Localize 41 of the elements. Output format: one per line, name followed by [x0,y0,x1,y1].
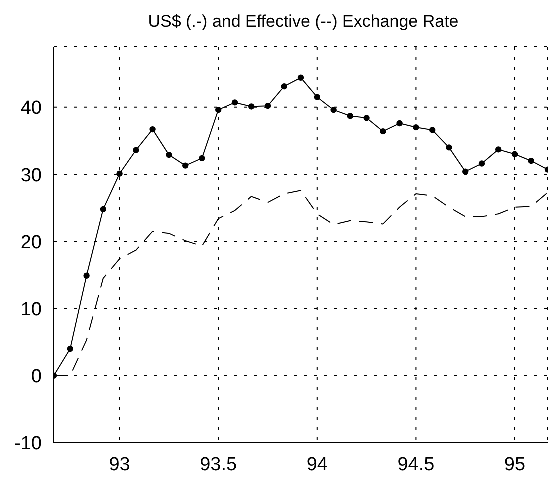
point [100,206,106,213]
point [182,162,189,169]
point [396,120,403,127]
point [133,147,140,154]
point [446,144,452,151]
y-tick-label: 20 [20,232,42,254]
point [281,84,288,90]
point [364,115,370,122]
point [298,74,304,81]
y-tick-label: 10 [20,300,42,321]
point [67,346,74,352]
point [430,127,436,134]
x-tick-label: 93.5 [200,454,238,476]
x-tick-label: 95 [504,454,526,476]
y-tick-label: 0 [31,366,42,388]
point [264,102,272,110]
point [199,155,206,162]
point [166,152,172,158]
point [462,168,469,175]
point [512,151,518,158]
point [413,124,420,131]
chart-title: US$ (.-) and Effective (--) Exchange Rate [147,12,460,32]
point [232,100,238,106]
point [478,160,486,167]
x-tick-label: 94.5 [398,454,435,476]
point [330,106,337,114]
point [528,158,534,164]
point [314,94,320,100]
point [347,113,354,120]
point [116,170,123,177]
x-tick-label: 94 [306,454,328,476]
point [84,272,90,279]
y-tick-label: 40 [20,98,42,120]
point [496,146,502,153]
point [380,128,386,135]
point [216,106,222,114]
y-tick-label: 30 [20,165,42,186]
x-tick-label: 93 [109,454,130,476]
point [248,104,255,110]
y-tick-label: -10 [14,434,42,455]
point [150,126,156,133]
